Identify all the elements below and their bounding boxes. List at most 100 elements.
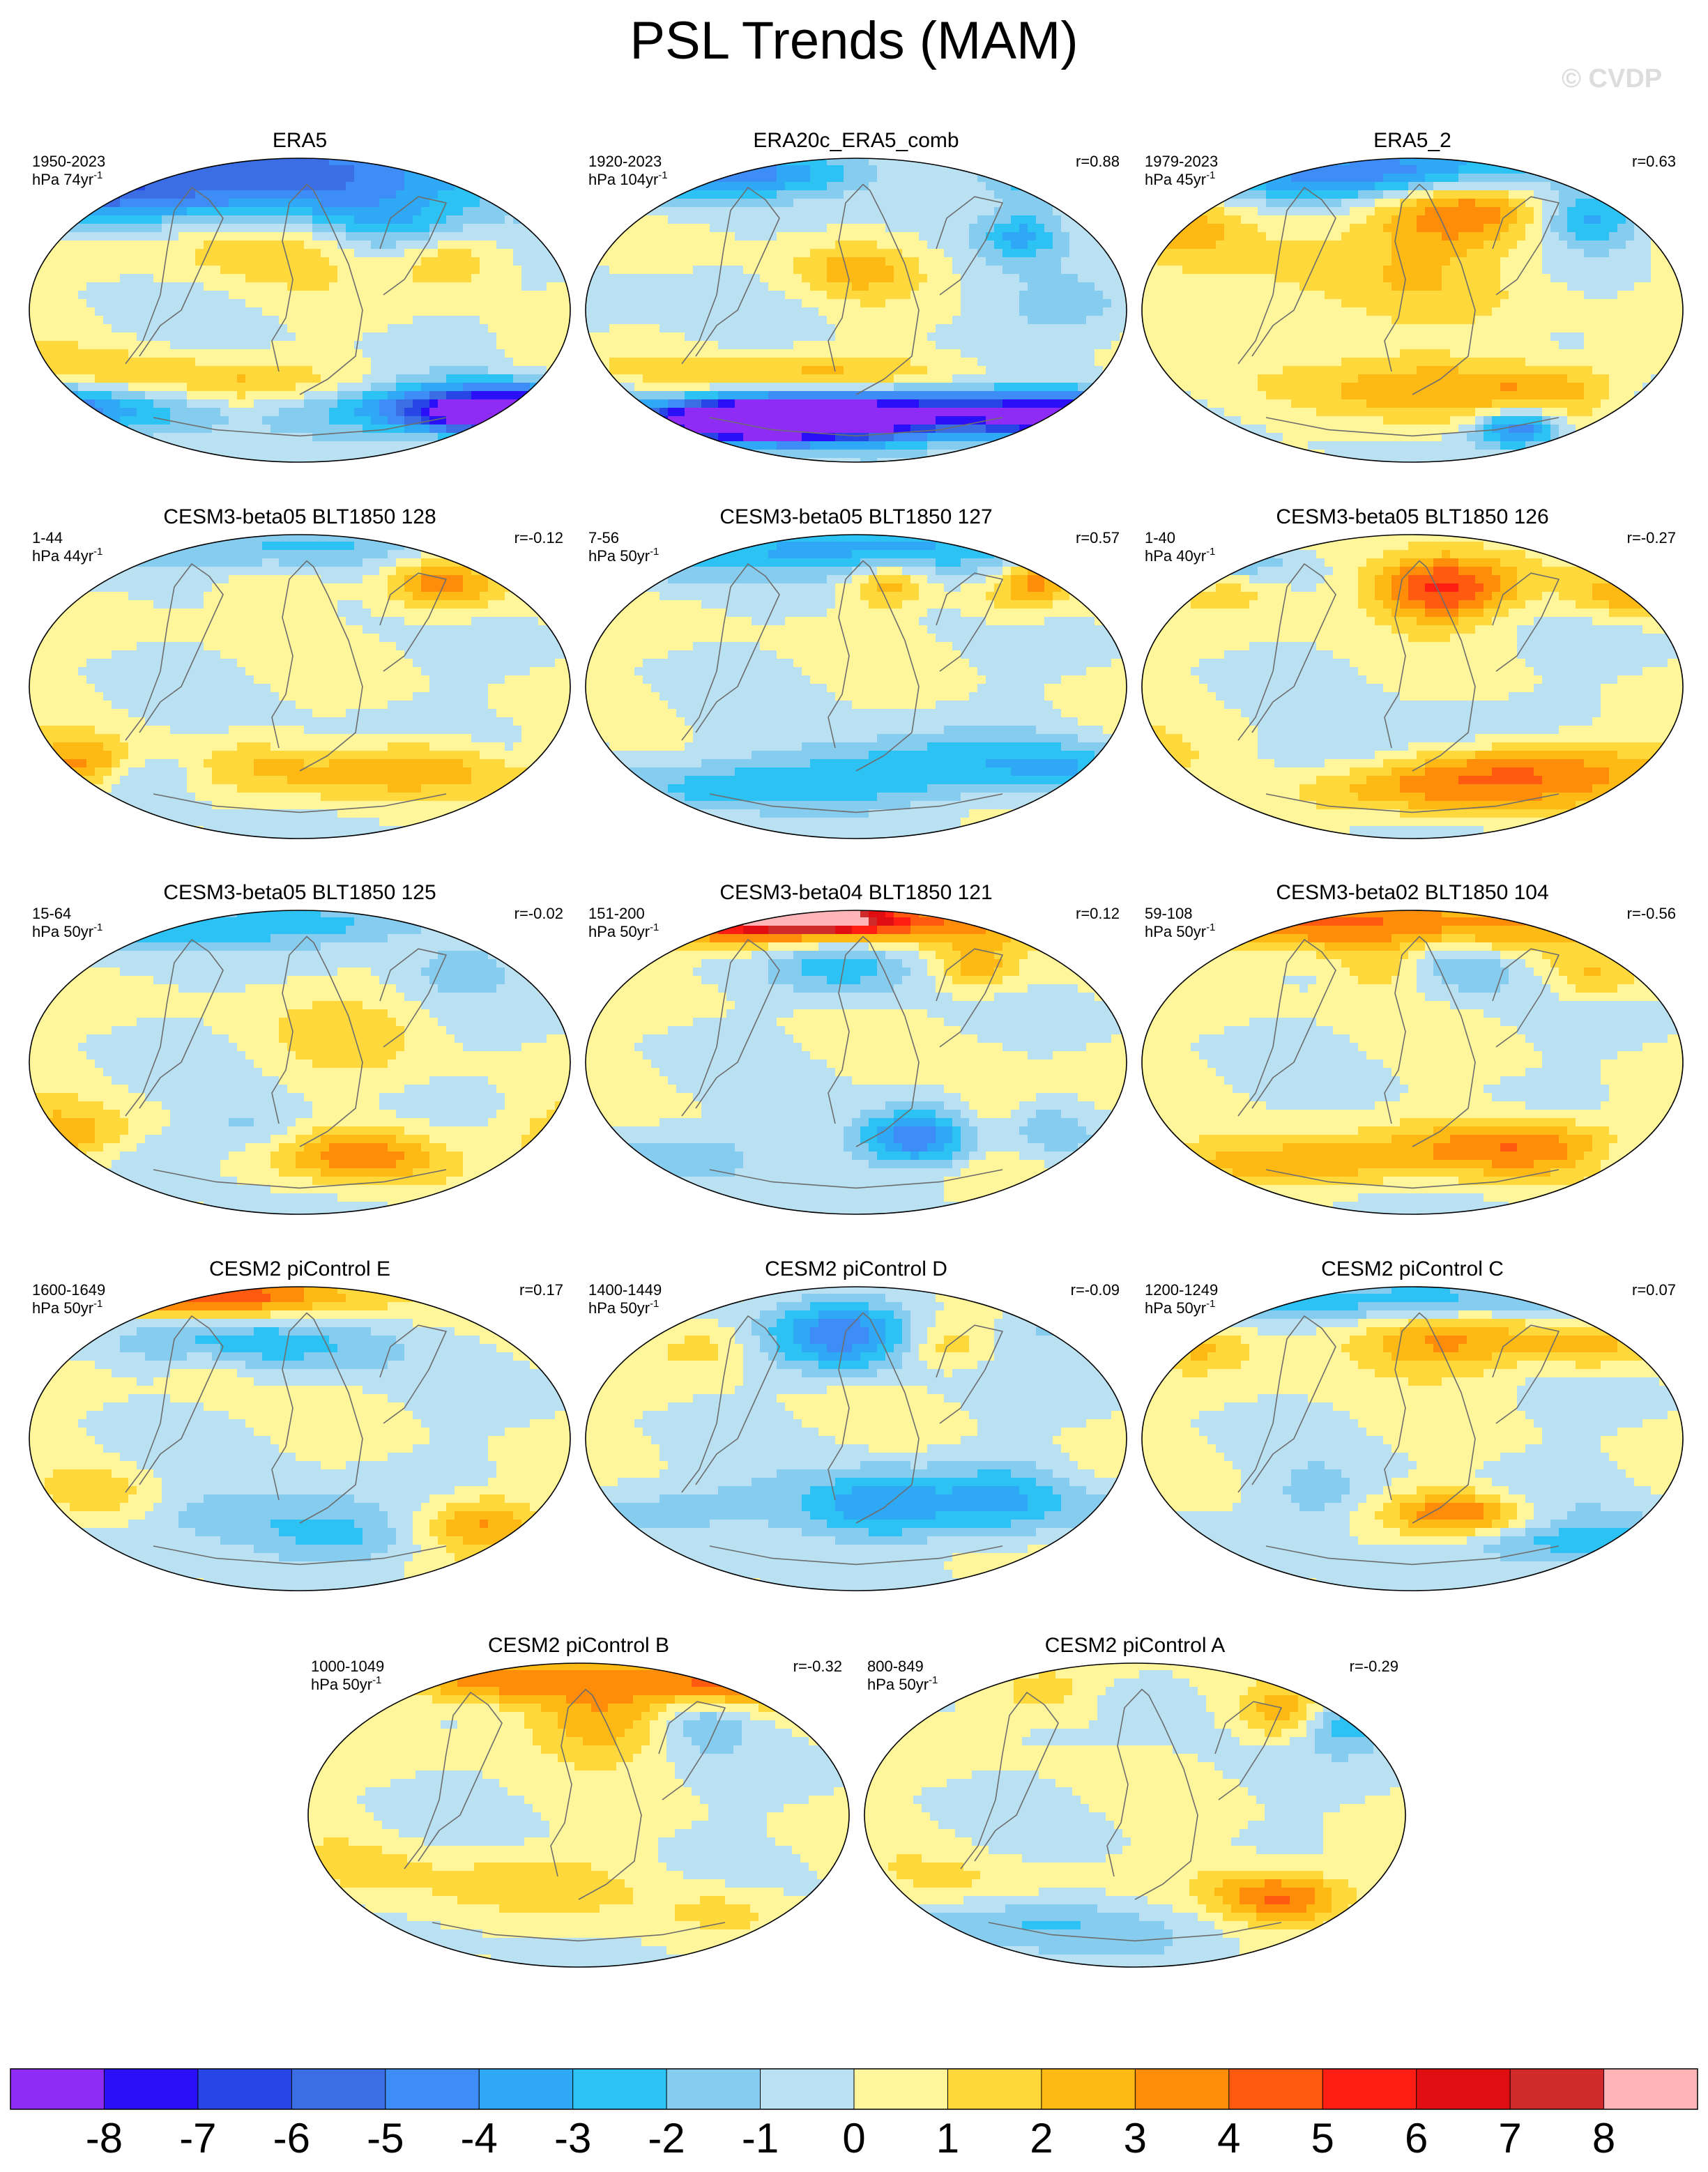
colorbar-swatch (1322, 2069, 1417, 2109)
map-outline (1141, 534, 1684, 839)
map-outline (1141, 1286, 1684, 1591)
map-outline (29, 1286, 571, 1591)
panel-title: ERA5 (273, 129, 327, 152)
page-title: PSL Trends (MAM) (0, 10, 1708, 72)
coastlines (681, 935, 1003, 1189)
panel-title: CESM2 piControl C (1321, 1257, 1504, 1280)
panel-years: 800-849 (867, 1658, 924, 1675)
panel-correlation: r=-0.09 (1071, 1281, 1120, 1299)
panel-units: hPa 50yr-1 (867, 1674, 938, 1693)
panel-correlation: r=0.63 (1632, 153, 1676, 170)
panel-units: hPa 50yr-1 (1145, 921, 1215, 940)
colorbar-swatch (1510, 2069, 1605, 2109)
map-outline (307, 1662, 850, 1968)
trend-field (29, 1287, 570, 1591)
map-outline (1141, 910, 1684, 1215)
panel-correlation: r=-0.27 (1627, 529, 1676, 546)
panel-correlation: r=-0.56 (1627, 905, 1676, 922)
colorbar-label: -5 (367, 2115, 404, 2162)
panel-title: CESM2 piControl E (209, 1257, 390, 1280)
trend-field (1142, 158, 1683, 462)
panel-correlation: r=0.12 (1076, 905, 1120, 922)
coastlines (125, 1312, 447, 1566)
panel-years: 1-44 (32, 529, 63, 546)
panel-years: 1950-2023 (32, 153, 105, 170)
trend-field (586, 910, 1127, 1214)
panel-title: CESM3-beta05 BLT1850 126 (1276, 505, 1548, 528)
panel-units: hPa 50yr-1 (32, 1298, 102, 1317)
panel-title: CESM3-beta04 BLT1850 121 (719, 881, 992, 904)
panel-correlation: r=0.07 (1632, 1281, 1676, 1299)
colorbar-label: 1 (936, 2115, 959, 2162)
coastlines (125, 560, 447, 813)
coastlines (681, 560, 1003, 813)
colorbar-label: -1 (742, 2115, 779, 2162)
colorbar-label: 7 (1498, 2115, 1521, 2162)
panel-years: 7-56 (588, 529, 619, 546)
panel-units: hPa 45yr-1 (1145, 169, 1215, 188)
panel-years: 1200-1249 (1145, 1281, 1218, 1299)
colorbar-swatch (947, 2069, 1042, 2109)
colorbar-swatch (10, 2069, 105, 2109)
colorbar-swatch (1603, 2069, 1698, 2109)
panel-title: ERA20c_ERA5_comb (753, 129, 959, 152)
colorbar-swatch (666, 2069, 761, 2109)
colorbar-swatch (385, 2069, 480, 2109)
coastlines (1237, 183, 1560, 437)
panel-units: hPa 74yr-1 (32, 169, 102, 188)
colorbar-label: -2 (648, 2115, 685, 2162)
map-outline (29, 534, 571, 839)
colorbar-label: 6 (1405, 2115, 1428, 2162)
panel-units: hPa 104yr-1 (588, 169, 668, 188)
trend-field (1142, 535, 1683, 839)
panel-units: hPa 50yr-1 (588, 921, 659, 940)
panel-units: hPa 50yr-1 (588, 546, 659, 565)
colorbar-swatch (104, 2069, 199, 2109)
colorbar-swatch (760, 2069, 855, 2109)
panel-years: 1920-2023 (588, 153, 662, 170)
panel-years: 1000-1049 (311, 1658, 384, 1675)
coastlines (681, 1312, 1003, 1566)
trend-field (586, 158, 1127, 462)
colorbar-label: 4 (1217, 2115, 1240, 2162)
colorbar-swatch (1228, 2069, 1323, 2109)
coastlines (404, 1688, 726, 1942)
panel-units: hPa 50yr-1 (32, 921, 102, 940)
coastlines (1237, 1312, 1560, 1566)
map-outline (585, 534, 1127, 839)
panel-units: hPa 50yr-1 (1145, 1298, 1215, 1317)
panel-correlation: r=-0.12 (514, 529, 563, 546)
map-outline (585, 1286, 1127, 1591)
panel-years: 15-64 (32, 905, 71, 922)
colorbar-label: -3 (554, 2115, 591, 2162)
trend-field (586, 1287, 1127, 1591)
coastlines (125, 935, 447, 1189)
colorbar-label: 0 (842, 2115, 865, 2162)
coastlines (1237, 560, 1560, 813)
colorbar-swatch (291, 2069, 386, 2109)
panel-title: CESM3-beta05 BLT1850 125 (163, 881, 436, 904)
trend-field (586, 535, 1127, 839)
colorbar-label: 3 (1124, 2115, 1147, 2162)
panel-title: CESM2 piControl B (488, 1634, 669, 1657)
panel-title: CESM3-beta05 BLT1850 127 (719, 505, 992, 528)
panel-correlation: r=0.17 (519, 1281, 563, 1299)
trend-field (308, 1663, 849, 1967)
panel-correlation: r=0.88 (1076, 153, 1120, 170)
panel-units: hPa 50yr-1 (311, 1674, 381, 1693)
colorbar-label: -8 (86, 2115, 123, 2162)
map-outline (864, 1662, 1406, 1968)
colorbar: -8 -7 -6 -5 -4 -3 -2 -1 0 1 2 3 4 5 6 7 8 (10, 2068, 1698, 2162)
panel-correlation: r=-0.32 (793, 1658, 842, 1675)
map-outline (585, 158, 1127, 463)
colorbar-swatch (1135, 2069, 1230, 2109)
